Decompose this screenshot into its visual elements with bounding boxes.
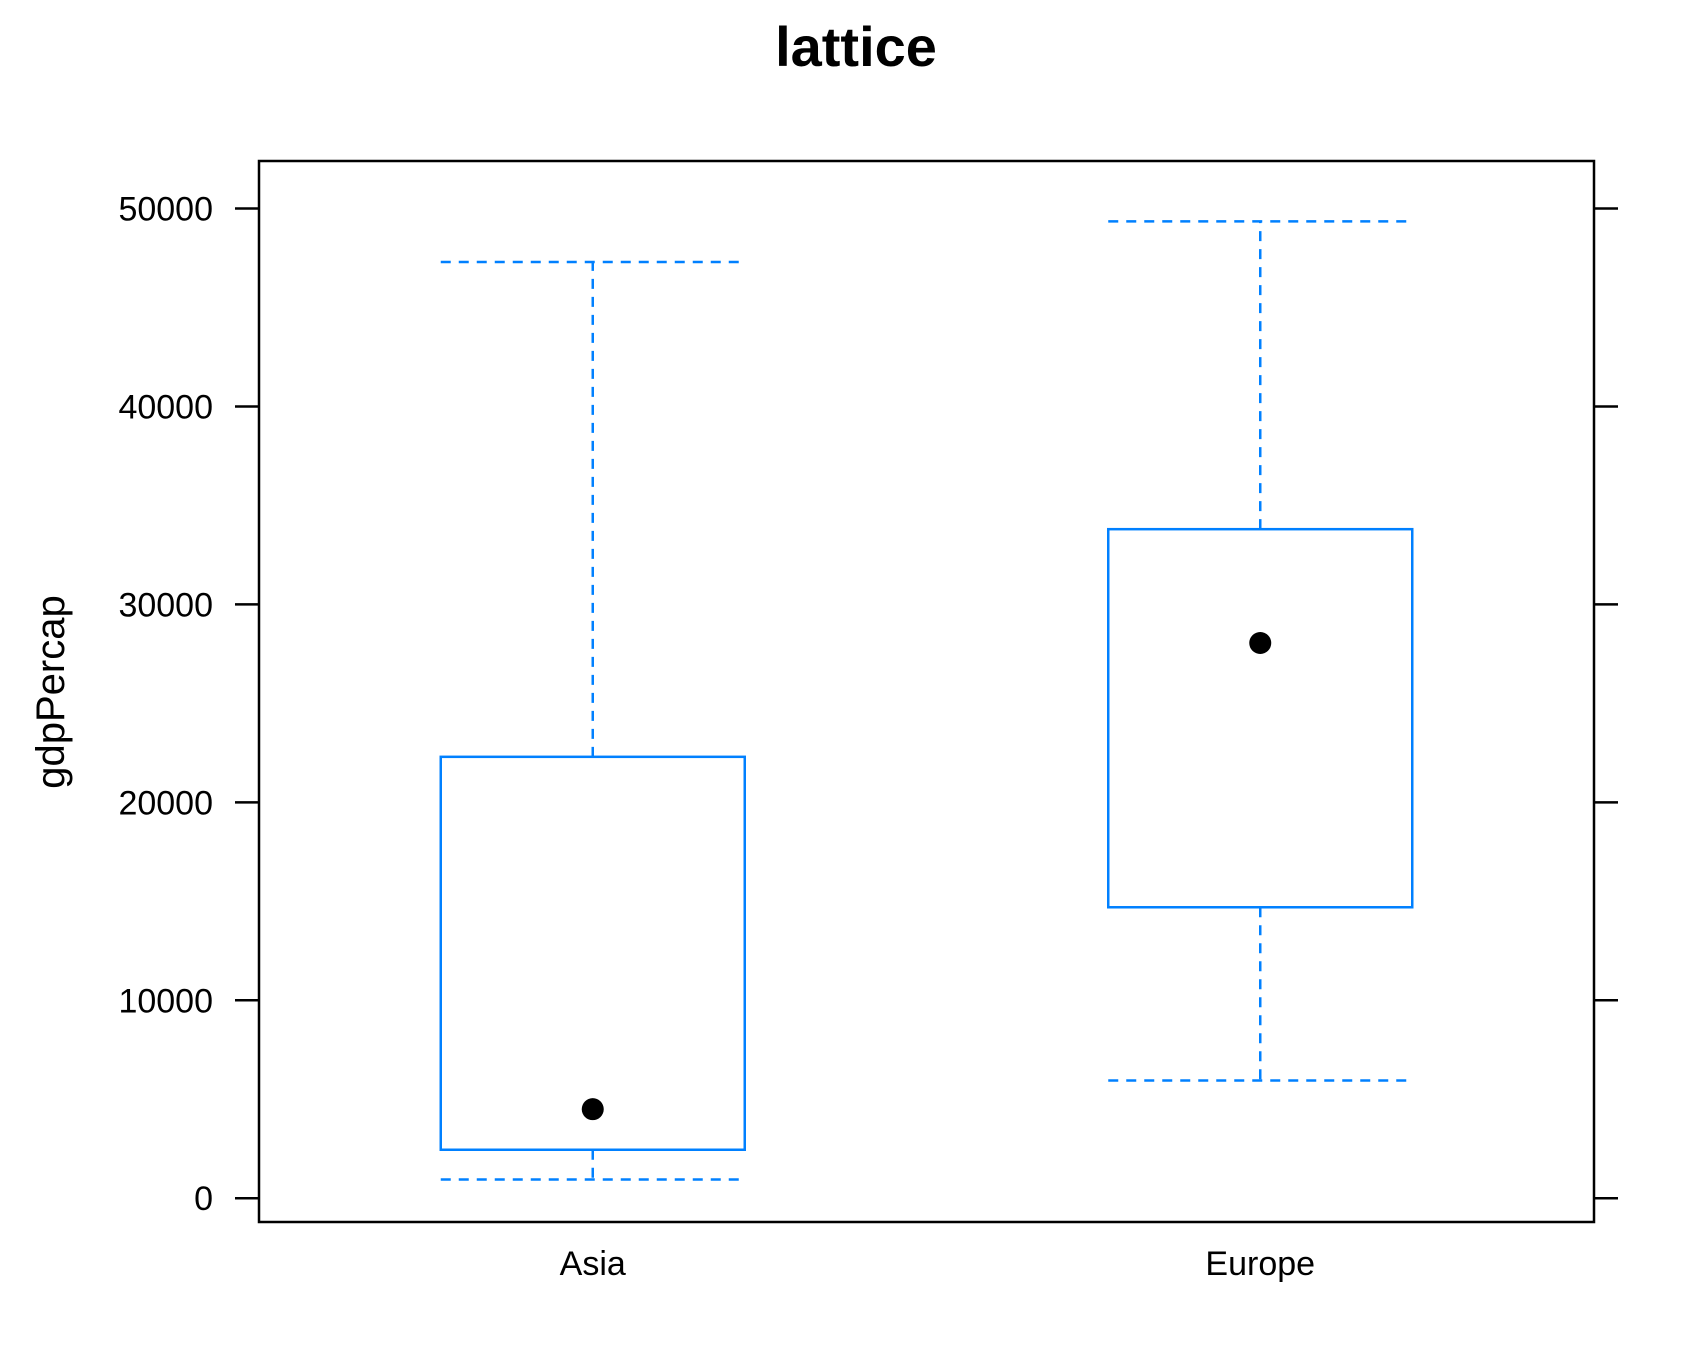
box-europe	[1107, 220, 1414, 1082]
boxes-layer	[439, 220, 1414, 1181]
box-asia	[439, 260, 746, 1181]
x-axis: Asia Europe	[560, 1245, 1315, 1283]
chart-title: lattice	[775, 15, 937, 78]
y-axis-title: gdpPercap	[29, 595, 73, 788]
y-tick-label-2: 20000	[118, 784, 213, 822]
y-tick-label-4: 40000	[118, 388, 213, 426]
y-axis: 0 10000 20000 30000 40000 50000	[118, 191, 1618, 1218]
plot-frame	[257, 159, 1596, 1224]
median-dot-europe	[1249, 632, 1272, 655]
y-tick-label-1: 10000	[118, 982, 213, 1020]
y-tick-label-3: 30000	[118, 586, 213, 624]
iqr-box-europe	[1107, 527, 1414, 909]
x-tick-label-europe: Europe	[1205, 1245, 1315, 1283]
y-tick-label-5: 50000	[118, 191, 213, 229]
x-tick-label-asia: Asia	[560, 1245, 626, 1283]
y-tick-label-0: 0	[194, 1180, 213, 1218]
median-dot-asia	[581, 1098, 604, 1121]
iqr-box-asia	[439, 755, 746, 1151]
